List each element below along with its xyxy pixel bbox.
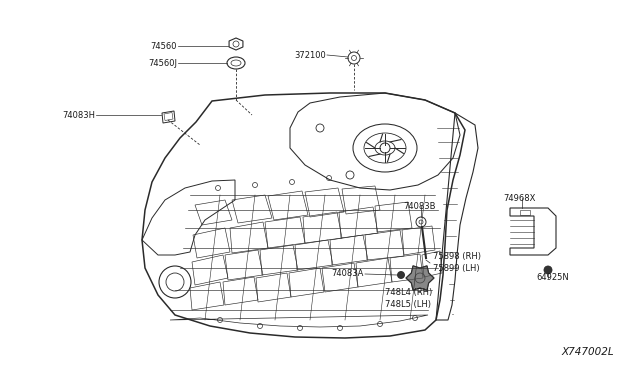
Circle shape [544, 266, 552, 274]
Polygon shape [406, 266, 434, 290]
Text: 64925N: 64925N [536, 273, 569, 282]
Text: 74083A: 74083A [332, 269, 364, 279]
Text: 74083B: 74083B [403, 202, 435, 211]
Text: 74560: 74560 [150, 42, 177, 51]
Text: 74560J: 74560J [148, 58, 177, 67]
Text: 748L4 (RH): 748L4 (RH) [385, 289, 432, 298]
Text: 74968X: 74968X [503, 193, 536, 202]
Text: 75898 (RH): 75898 (RH) [433, 253, 481, 262]
Text: 75899 (LH): 75899 (LH) [433, 264, 479, 273]
Text: X747002L: X747002L [561, 347, 614, 357]
Text: 748L5 (LH): 748L5 (LH) [385, 301, 431, 310]
Text: 372100: 372100 [294, 51, 326, 60]
Text: 74083H: 74083H [62, 110, 95, 119]
Circle shape [397, 272, 404, 279]
